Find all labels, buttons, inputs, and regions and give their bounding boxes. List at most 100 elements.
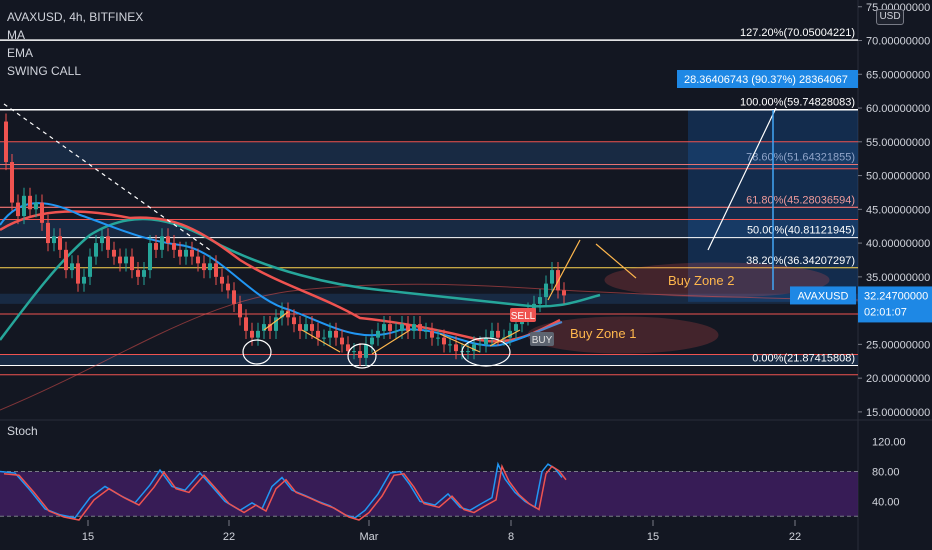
swing-arrow [263,311,289,331]
candle-body [40,202,44,223]
candle-body [292,317,296,325]
buy-zone-2-label: Buy Zone 2 [668,273,735,288]
x-tick-label: Mar [360,531,379,543]
x-tick-label: 22 [223,531,235,543]
symbol-tag-bg [790,286,856,305]
fib-label-6: 0.00%(21.87415808) [752,353,855,365]
symbol-title: AVAXUSD, 4h, BITFINEX [7,10,144,24]
candle-body [70,263,74,271]
y-tick-label: 15.00000000 [866,407,930,419]
candle-body [394,330,398,332]
x-tick-label: 15 [647,531,659,543]
candle-body [550,270,554,284]
candle-body [28,195,32,210]
x-tick-label: 8 [508,531,514,543]
candle-body [160,236,164,250]
support-zone [0,354,858,366]
candle-body [100,236,104,244]
candle-body [130,256,134,271]
candle-body [358,351,362,358]
candle-body [148,243,152,271]
candle-body [316,330,320,338]
swing-arrow [547,239,581,301]
x-tick-label: 22 [789,531,801,543]
candle-body [184,249,188,257]
projection-arrow [707,107,777,251]
stoch-y-tick-label: 40.00 [872,496,900,508]
candle-body [412,324,416,331]
ema-long-line [0,217,601,341]
candle-body [244,317,248,331]
candle-body [124,256,128,264]
candle-body [136,270,140,277]
candle-body [364,344,368,358]
candle-body [4,121,8,163]
candle-body [118,256,122,264]
candle-body [454,344,458,352]
candle-body [334,330,338,338]
stoch-y-tick-label: 120.00 [872,437,906,449]
y-tick-label: 55.00000000 [866,137,930,149]
resistance-zone-2 [0,219,858,238]
candle-body [448,344,452,346]
candle-body [232,290,236,304]
candle-body [304,324,308,331]
sell-tag-label: SELL [511,311,536,322]
measure-label: 28.36406743 (90.37%) 28364067 [684,74,848,86]
indicator-ma-label[interactable]: MA [7,28,25,42]
y-tick-label: 50.00000000 [866,171,930,183]
candle-body [424,330,428,332]
y-tick-label: 35.00000000 [866,272,930,284]
candle-body [478,344,482,346]
indicator-ema-label[interactable]: EMA [7,46,34,60]
candle-body [532,303,536,311]
candle-body [436,337,440,339]
candle-body [220,276,224,284]
candle-body [256,330,260,338]
stoch-band [0,471,858,517]
candle-body [388,324,392,331]
candle-body [196,256,200,264]
candle-body [490,330,494,338]
sell-tag-bg [510,308,536,322]
symbol-tag-label: AVAXUSD [798,290,849,302]
swing-arrow [371,329,411,355]
pivot-zone [0,293,858,304]
candle-body [172,243,176,250]
candle-body [268,324,272,331]
fib-label-4: 50.00%(40.81121945) [747,225,855,237]
swing-arrow [595,243,637,279]
buy-tag-bg [530,332,554,346]
candle-body [250,330,254,338]
candle-body [508,330,512,338]
candle-body [154,243,158,250]
y-tick-label: 20.00000000 [866,373,930,385]
ma-slow-line [0,283,859,411]
stoch-label[interactable]: Stoch [7,424,38,438]
buy-zone-1-label: Buy Zone 1 [570,326,637,341]
candle-body [538,297,542,304]
candle-body [562,290,566,296]
indicator-swing-call-label[interactable]: SWING CALL [7,64,82,78]
last-price-label: 32.24700000 [864,290,928,302]
candle-body [88,256,92,277]
swing-low-circle [347,343,377,369]
candle-body [370,337,374,345]
candle-body [544,283,548,298]
candle-body [64,249,68,271]
currency-badge[interactable]: USD [876,9,904,25]
swing-arrow [301,329,341,353]
candle-body [484,337,488,345]
candle-body [310,324,314,331]
last-price-bg [858,286,932,323]
y-tick-label: 25.00000000 [866,339,930,351]
candle-body [178,249,182,257]
buy-zone-1-ellipse [527,316,719,354]
swing-arrow [489,329,521,347]
swing-arrow [439,333,481,353]
fib-label-3: 61.80%(45.28036594) [746,194,855,206]
y-tick-label: 60.00000000 [866,103,930,115]
stoch-y-tick-label: 80.00 [872,467,900,479]
